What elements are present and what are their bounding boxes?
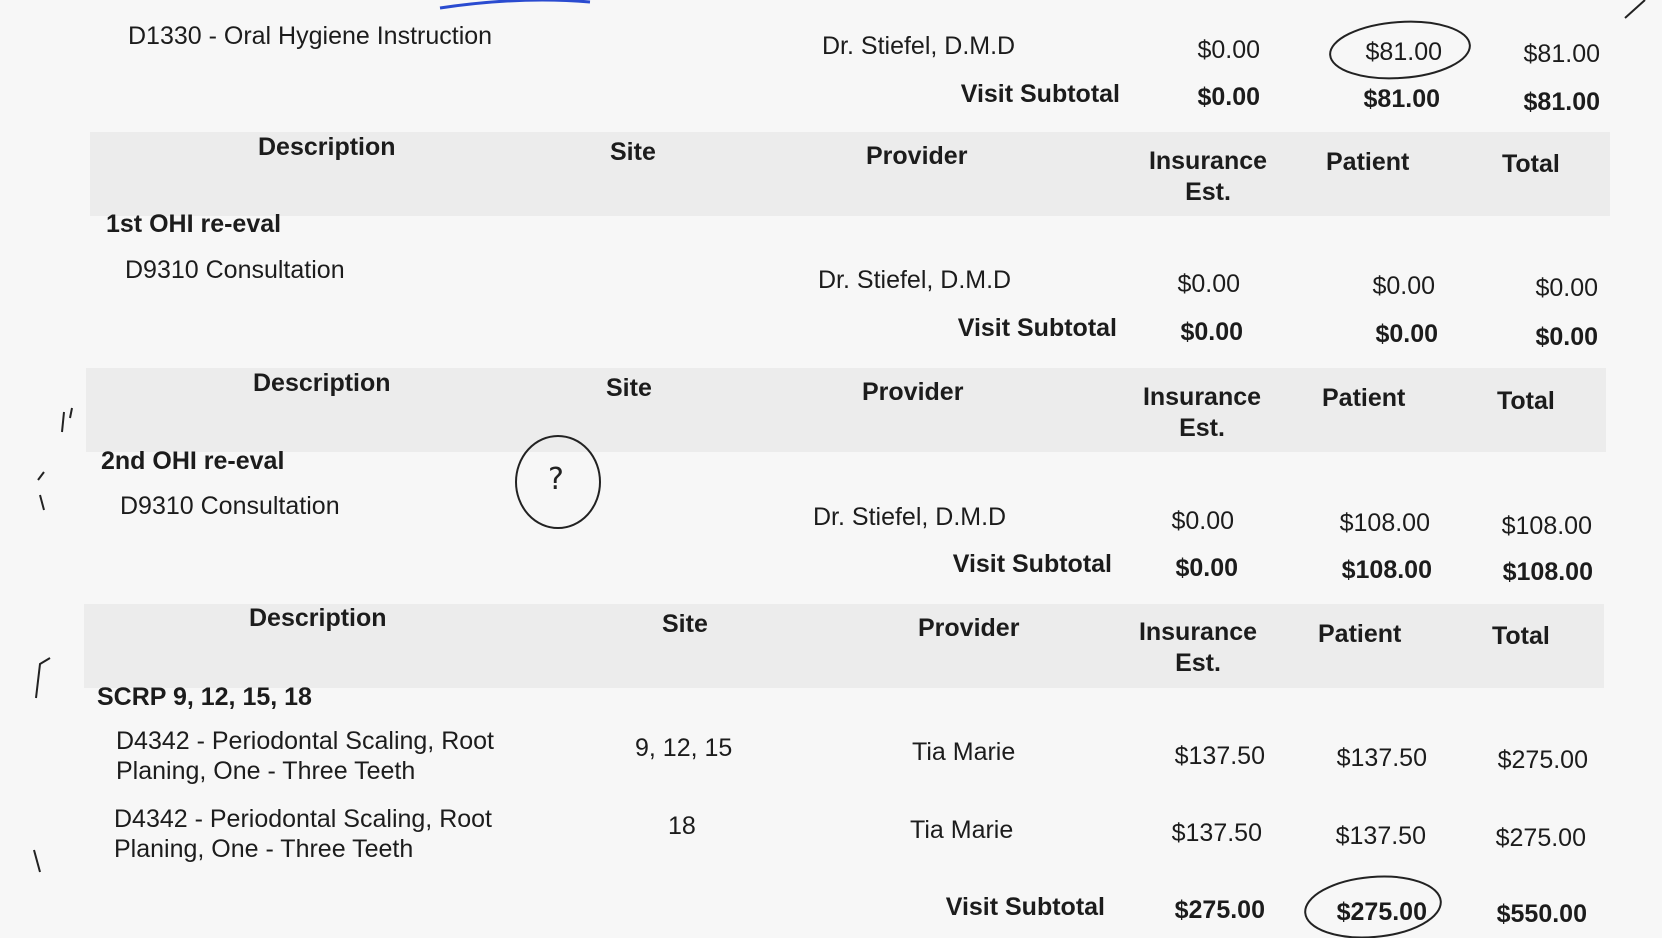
header-site: Site xyxy=(610,138,656,166)
header-provider: Provider xyxy=(866,142,968,170)
header-insurance-line2: Est. xyxy=(1179,414,1225,442)
subtotal-total: $0.00 xyxy=(1535,323,1598,351)
line-item-description: D4342 - Periodontal Scaling, Root Planing… xyxy=(116,726,494,786)
line-item-description: D4342 - Periodontal Scaling, Root Planing… xyxy=(114,804,492,864)
subtotal-insurance: $0.00 xyxy=(1197,83,1260,111)
group-title: 1st OHI re-eval xyxy=(106,210,282,238)
header-description: Description xyxy=(258,133,396,161)
header-insurance: Insurance Est. xyxy=(1130,617,1266,679)
group-title: SCRP 9, 12, 15, 18 xyxy=(97,683,312,711)
line-item-insurance: $0.00 xyxy=(1197,36,1260,64)
header-description: Description xyxy=(253,369,391,397)
line-item-insurance: $137.50 xyxy=(1174,742,1265,770)
line-item-insurance: $137.50 xyxy=(1171,819,1262,847)
pen-tick xyxy=(1624,0,1646,19)
description-line2: Planing, One - Three Teeth xyxy=(116,757,416,785)
header-patient: Patient xyxy=(1322,384,1406,412)
handwritten-question-mark: ? xyxy=(548,462,564,497)
subtotal-insurance: $0.00 xyxy=(1175,554,1238,582)
line-item-total: $275.00 xyxy=(1495,824,1586,852)
header-patient: Patient xyxy=(1318,620,1402,648)
pen-tick xyxy=(35,657,51,699)
line-item-provider: Tia Marie xyxy=(912,738,1016,766)
header-insurance-line1: Insurance xyxy=(1142,383,1262,411)
line-item-patient: $81.00 xyxy=(1365,38,1442,66)
line-item-site: 9, 12, 15 xyxy=(635,734,733,762)
subtotal-insurance: $275.00 xyxy=(1174,896,1265,924)
line-item-site: 18 xyxy=(668,812,696,840)
line-item-provider: Tia Marie xyxy=(910,816,1014,844)
visit-subtotal-label: Visit Subtotal xyxy=(945,893,1105,921)
description-line1: D4342 - Periodontal Scaling, Root xyxy=(116,727,495,755)
header-total: Total xyxy=(1497,387,1555,415)
line-item-total: $275.00 xyxy=(1497,746,1588,774)
header-insurance: Insurance Est. xyxy=(1140,146,1276,208)
line-item-total: $0.00 xyxy=(1535,274,1598,302)
header-total: Total xyxy=(1502,150,1560,178)
blue-pen-stroke xyxy=(439,0,591,10)
subtotal-patient: $108.00 xyxy=(1341,556,1432,584)
subtotal-patient: $0.00 xyxy=(1375,320,1438,348)
line-item-provider: Dr. Stiefel, D.M.D xyxy=(818,266,1012,294)
header-insurance-line2: Est. xyxy=(1185,178,1231,206)
description-line1: D4342 - Periodontal Scaling, Root xyxy=(114,805,493,833)
header-site: Site xyxy=(662,610,708,638)
line-item-insurance: $0.00 xyxy=(1177,270,1240,298)
subtotal-patient: $81.00 xyxy=(1363,85,1440,113)
header-insurance-line1: Insurance xyxy=(1148,147,1268,175)
subtotal-total: $81.00 xyxy=(1523,88,1600,116)
line-item-provider: Dr. Stiefel, D.M.D xyxy=(822,32,1016,60)
table-header-band xyxy=(90,132,1610,216)
pen-tick xyxy=(33,849,41,873)
line-item-description: D9310 Consultation xyxy=(120,492,340,520)
header-insurance: Insurance Est. xyxy=(1134,382,1270,444)
pen-tick xyxy=(61,407,73,433)
header-insurance-line1: Insurance xyxy=(1138,618,1258,646)
line-item-description: D9310 Consultation xyxy=(125,256,345,284)
header-site: Site xyxy=(606,374,652,402)
header-insurance-line2: Est. xyxy=(1175,649,1221,677)
header-description: Description xyxy=(249,604,387,632)
line-item-patient: $137.50 xyxy=(1335,822,1426,850)
header-patient: Patient xyxy=(1326,148,1410,176)
subtotal-total: $550.00 xyxy=(1496,900,1587,928)
line-item-description: D1330 - Oral Hygiene Instruction xyxy=(128,22,493,50)
visit-subtotal-label: Visit Subtotal xyxy=(952,550,1112,578)
line-item-provider: Dr. Stiefel, D.M.D xyxy=(813,503,1007,531)
line-item-total: $81.00 xyxy=(1523,40,1600,68)
header-total: Total xyxy=(1492,622,1550,650)
line-item-patient: $108.00 xyxy=(1339,509,1430,537)
description-line2: Planing, One - Three Teeth xyxy=(114,835,414,863)
subtotal-patient: $275.00 xyxy=(1336,898,1427,926)
pen-tick xyxy=(37,471,45,511)
group-title: 2nd OHI re-eval xyxy=(101,447,285,475)
subtotal-total: $108.00 xyxy=(1502,558,1593,586)
visit-subtotal-label: Visit Subtotal xyxy=(960,80,1120,108)
subtotal-insurance: $0.00 xyxy=(1180,318,1243,346)
line-item-insurance: $0.00 xyxy=(1171,507,1234,535)
visit-subtotal-label: Visit Subtotal xyxy=(957,314,1117,342)
table-header-band xyxy=(84,604,1604,688)
line-item-patient: $0.00 xyxy=(1372,272,1435,300)
header-provider: Provider xyxy=(862,378,964,406)
line-item-total: $108.00 xyxy=(1501,512,1592,540)
line-item-patient: $137.50 xyxy=(1336,744,1427,772)
table-header-band xyxy=(86,368,1606,452)
header-provider: Provider xyxy=(918,614,1020,642)
